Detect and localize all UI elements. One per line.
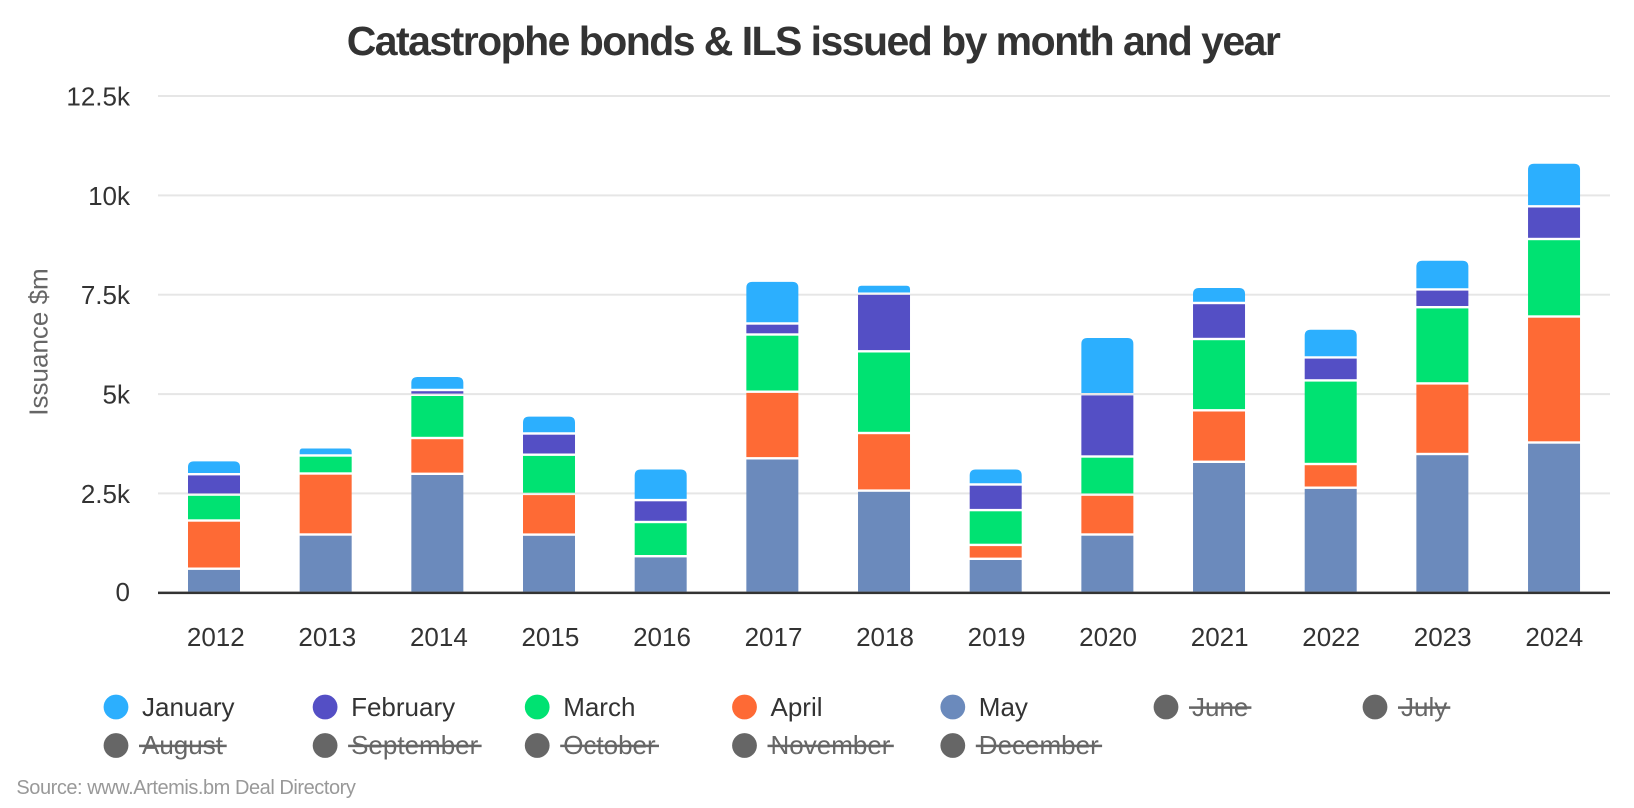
svg-text:January: January: [142, 692, 235, 722]
svg-text:May: May: [979, 692, 1028, 722]
svg-text:2018: 2018: [856, 622, 914, 652]
svg-text:2019: 2019: [968, 622, 1026, 652]
svg-text:7.5k: 7.5k: [81, 280, 131, 310]
svg-text:2.5k: 2.5k: [81, 479, 131, 509]
svg-text:2015: 2015: [521, 622, 579, 652]
svg-text:12.5k: 12.5k: [66, 82, 131, 112]
svg-text:2020: 2020: [1079, 622, 1137, 652]
svg-text:2022: 2022: [1302, 622, 1360, 652]
svg-text:Catastrophe bonds & ILS issued: Catastrophe bonds & ILS issued by month …: [347, 18, 1281, 64]
svg-text:2012: 2012: [187, 622, 245, 652]
svg-text:April: April: [771, 692, 823, 722]
svg-text:February: February: [351, 692, 455, 722]
svg-text:10k: 10k: [88, 181, 131, 211]
svg-text:2021: 2021: [1191, 622, 1249, 652]
svg-text:2024: 2024: [1525, 622, 1583, 652]
svg-text:2014: 2014: [410, 622, 468, 652]
svg-text:March: March: [563, 692, 635, 722]
svg-text:2017: 2017: [745, 622, 803, 652]
svg-text:5k: 5k: [103, 380, 131, 410]
svg-text:Source: www.Artemis.bm Deal Di: Source: www.Artemis.bm Deal Directory: [16, 777, 355, 799]
svg-text:2023: 2023: [1414, 622, 1472, 652]
svg-text:Issuance $m: Issuance $m: [24, 268, 54, 415]
svg-text:2013: 2013: [298, 622, 356, 652]
svg-text:2016: 2016: [633, 622, 691, 652]
svg-text:0: 0: [116, 577, 130, 607]
